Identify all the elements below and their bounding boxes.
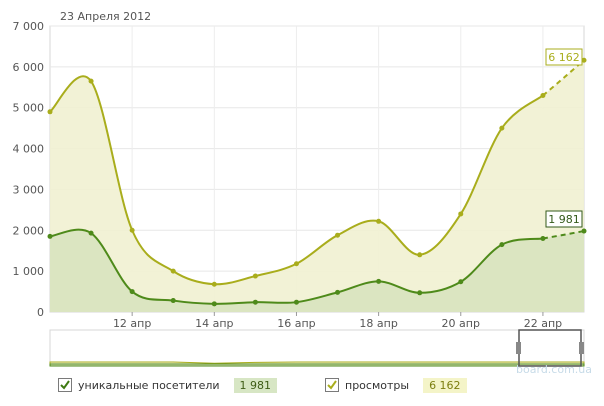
- y-tick-label: 5 000: [13, 102, 45, 115]
- end-label-unique-visitors: 1 981: [548, 213, 580, 226]
- data-point: [170, 298, 176, 304]
- end-label-unique-visitors-box: [545, 210, 583, 228]
- data-point: [458, 279, 464, 285]
- data-point: [170, 268, 176, 274]
- data-point: [88, 78, 94, 84]
- series-area-0: [50, 60, 584, 313]
- data-point: [47, 109, 53, 115]
- x-tick-label: 22 апр: [524, 317, 562, 330]
- series-line-forecast-0: [542, 59, 585, 97]
- navigator-series-1: [49, 363, 585, 367]
- navigator-handle-right: [579, 342, 584, 354]
- data-point: [293, 299, 299, 305]
- data-point: [417, 290, 423, 296]
- data-point: [458, 211, 464, 217]
- data-point: [335, 232, 341, 238]
- data-point: [211, 281, 217, 287]
- navigator-handle-left: [516, 342, 521, 354]
- legend-label-unique-visitors: уникальные посетители: [78, 378, 220, 392]
- data-point: [581, 57, 587, 63]
- y-tick-label: 1 000: [13, 265, 45, 278]
- data-point: [252, 299, 258, 305]
- y-tick-label: 0: [37, 306, 44, 319]
- legend-value-unique-visitors: 1 981: [233, 377, 278, 393]
- date-label: 23 Апреля 2012: [60, 10, 152, 23]
- data-point: [376, 218, 382, 224]
- data-point: [129, 227, 135, 233]
- data-point: [499, 242, 505, 248]
- data-point: [252, 273, 258, 279]
- data-point: [129, 289, 135, 295]
- checkbox-pageviews[interactable]: [325, 378, 339, 392]
- data-point: [88, 230, 94, 236]
- x-tick-label: 14 апр: [195, 317, 233, 330]
- y-tick-label: 7 000: [13, 20, 45, 33]
- data-point: [47, 233, 53, 239]
- x-tick-label: 16 апр: [277, 317, 315, 330]
- data-point: [211, 301, 217, 307]
- data-point: [417, 252, 423, 258]
- legend-item-unique-visitors[interactable]: уникальные посетители 1 981: [58, 376, 278, 394]
- data-point: [499, 125, 505, 131]
- x-tick-label: 12 апр: [113, 317, 151, 330]
- y-tick-label: 3 000: [13, 183, 45, 196]
- data-point: [540, 235, 546, 241]
- x-tick-label: 18 апр: [359, 317, 397, 330]
- data-point: [335, 289, 341, 295]
- legend-label-pageviews: просмотры: [345, 378, 410, 392]
- end-label-pageviews-box: [545, 48, 583, 66]
- legend-item-pageviews[interactable]: просмотры 6 162: [325, 376, 467, 394]
- data-point: [293, 261, 299, 267]
- data-point: [581, 228, 587, 234]
- y-tick-label: 2 000: [13, 224, 45, 237]
- y-tick-label: 6 000: [13, 61, 45, 74]
- checkmark-icon: [327, 380, 337, 390]
- y-tick-label: 4 000: [13, 143, 45, 156]
- navigator-frame: [49, 329, 585, 367]
- x-tick-label: 20 апр: [442, 317, 480, 330]
- end-label-pageviews: 6 162: [548, 51, 580, 64]
- legend-value-pageviews: 6 162: [423, 377, 467, 393]
- checkbox-unique-visitors[interactable]: [58, 378, 72, 392]
- watermark: board.com.ua: [516, 363, 592, 376]
- checkmark-icon: [60, 380, 70, 390]
- series-area-1: [50, 229, 584, 312]
- data-point: [376, 278, 382, 284]
- data-point: [540, 92, 546, 98]
